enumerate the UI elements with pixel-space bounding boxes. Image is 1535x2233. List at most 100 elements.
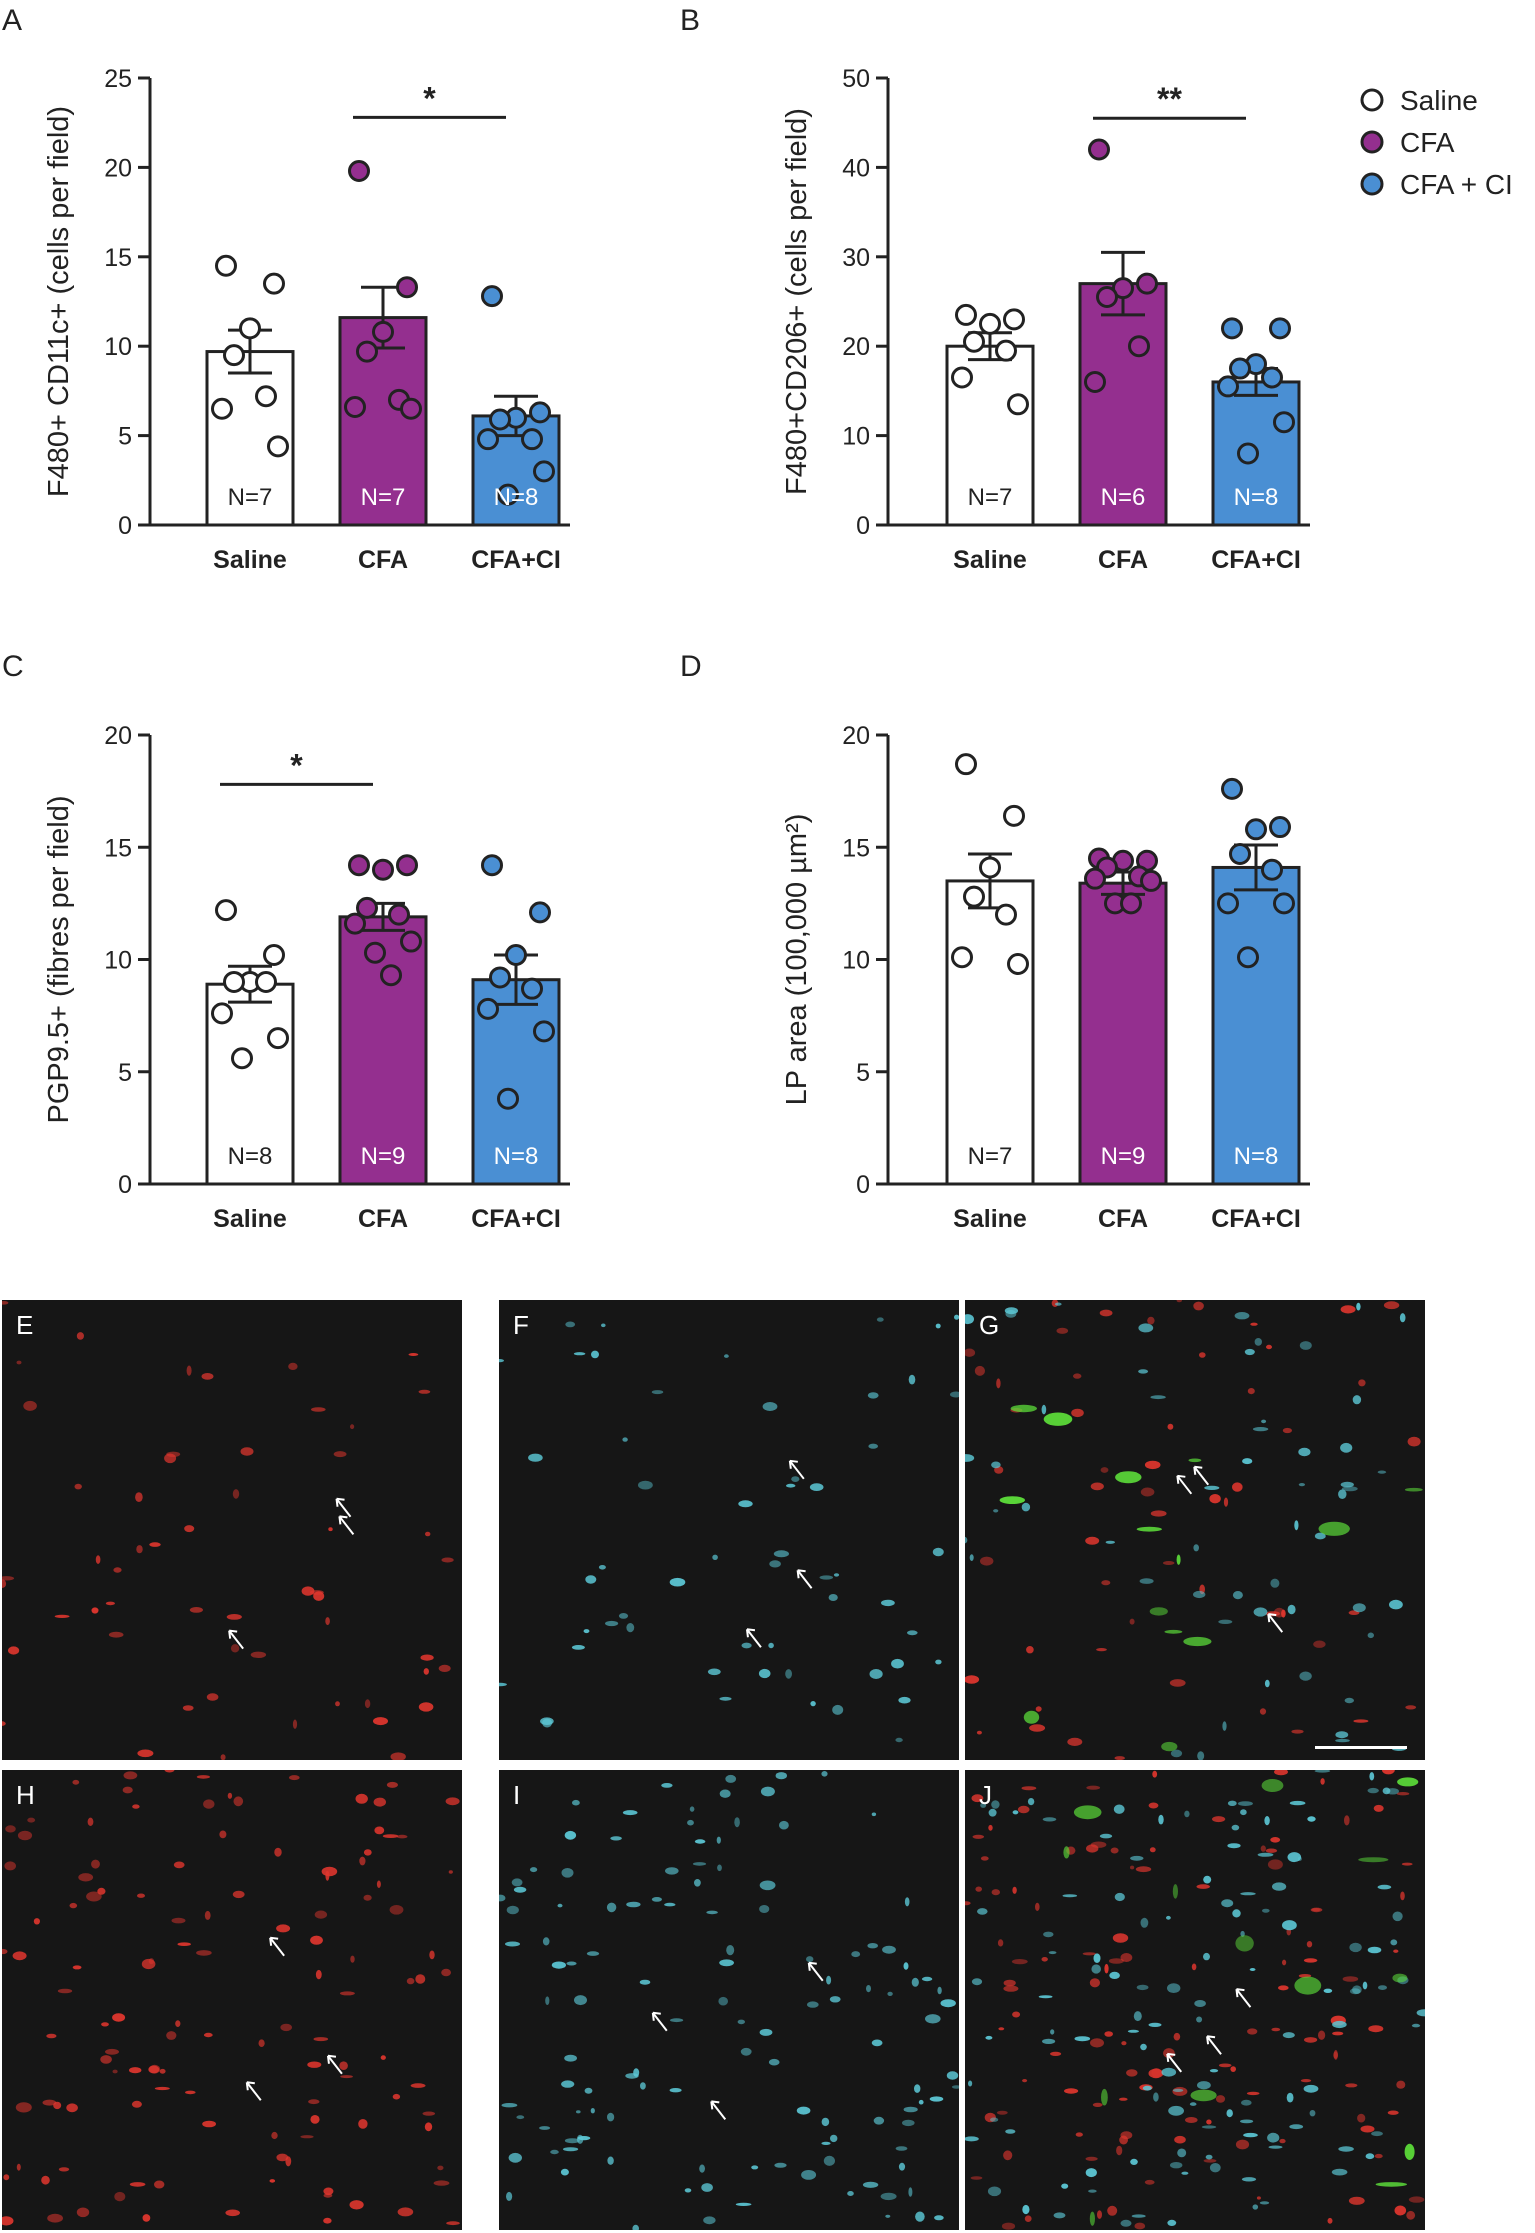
data-point bbox=[995, 339, 1017, 362]
stained-cell bbox=[1121, 2041, 1127, 2046]
stained-cell bbox=[1261, 1779, 1284, 1792]
stained-cell bbox=[833, 1573, 840, 1577]
stained-cell bbox=[1270, 1578, 1280, 1588]
bar-saline bbox=[945, 879, 1035, 1186]
stained-cell bbox=[932, 1547, 944, 1557]
stained-cell bbox=[1368, 2025, 1384, 2033]
n-label: N=7 bbox=[968, 1143, 1013, 1170]
stained-cell bbox=[1382, 1787, 1391, 1795]
stained-cell bbox=[965, 1454, 975, 1462]
stained-cell bbox=[1181, 2171, 1189, 2175]
stained-cell bbox=[1304, 2037, 1318, 2043]
stained-cell bbox=[17, 1830, 33, 1841]
stained-cell bbox=[91, 1859, 100, 1869]
stained-cell bbox=[632, 2224, 639, 2230]
stained-cell bbox=[651, 1897, 662, 1902]
n-label: N=9 bbox=[361, 1143, 406, 1170]
stained-cell bbox=[95, 1555, 101, 1564]
stained-cell bbox=[1240, 1930, 1245, 1937]
significance-stars: * bbox=[290, 747, 303, 783]
stained-cell bbox=[1394, 2205, 1407, 2216]
stained-cell bbox=[1176, 1300, 1182, 1303]
stained-cell bbox=[1352, 1603, 1366, 1613]
data-point bbox=[267, 435, 289, 458]
stained-cell bbox=[724, 1354, 729, 1358]
stained-cell bbox=[1172, 2088, 1184, 2092]
stained-cell bbox=[1150, 1510, 1167, 1517]
data-point bbox=[267, 1027, 289, 1050]
stained-cell bbox=[101, 2022, 109, 2027]
x-tick-label: CFA bbox=[358, 1205, 408, 1233]
stained-cell bbox=[914, 2084, 921, 2093]
stained-cell bbox=[1209, 2163, 1221, 2173]
data-point bbox=[505, 944, 527, 967]
stained-cell bbox=[1167, 2219, 1177, 2226]
data-point bbox=[211, 397, 233, 420]
stained-cell bbox=[1147, 1316, 1155, 1325]
stained-cell bbox=[626, 1623, 635, 1633]
stained-cell bbox=[1231, 1824, 1240, 1831]
stained-cell bbox=[740, 2047, 752, 2056]
stained-cell bbox=[186, 1365, 192, 1376]
stained-cell bbox=[78, 1873, 94, 1882]
stained-cell bbox=[149, 1542, 161, 1547]
data-point bbox=[1088, 138, 1110, 161]
stained-cell bbox=[585, 1575, 597, 1584]
stained-cell bbox=[1286, 2092, 1294, 2103]
stained-cell bbox=[390, 1752, 406, 1760]
data-point bbox=[995, 903, 1017, 926]
stained-cell bbox=[41, 2175, 50, 2185]
x-tick-label: CFA+CI bbox=[1211, 1205, 1301, 1233]
stained-cell bbox=[760, 1786, 775, 1797]
stained-cell bbox=[1392, 1911, 1403, 1922]
stained-cell bbox=[1162, 1561, 1175, 1565]
stained-cell bbox=[881, 1599, 895, 1607]
stained-cell bbox=[2, 1948, 8, 1955]
stained-cell bbox=[307, 2061, 322, 2068]
stained-cell bbox=[499, 1894, 506, 1902]
stained-cell bbox=[1099, 1309, 1113, 1317]
stained-cell bbox=[1136, 1984, 1149, 1991]
stained-cell bbox=[1193, 1544, 1199, 1552]
x-tick-label: CFA bbox=[1098, 1205, 1148, 1233]
chart-panel-b: B 0 10 20 30 40 50 F480+CD206+ (cells per field… bbox=[680, 4, 1310, 574]
stained-cell bbox=[1104, 1963, 1109, 1974]
stained-cell bbox=[173, 1861, 185, 1869]
stained-cell bbox=[1183, 1636, 1212, 1647]
micrograph-label: J bbox=[979, 1780, 992, 1810]
data-point bbox=[955, 303, 977, 326]
stained-cell bbox=[1349, 1942, 1362, 1953]
legend-label: CFA + CI bbox=[1400, 169, 1513, 200]
stained-cell bbox=[1294, 1976, 1322, 1995]
data-point bbox=[477, 428, 499, 451]
data-point bbox=[1084, 370, 1106, 393]
stained-cell bbox=[1215, 2095, 1226, 2103]
stained-cell bbox=[1172, 1884, 1178, 1899]
stained-cell bbox=[1185, 2117, 1198, 2123]
stained-cell bbox=[1075, 2132, 1083, 2137]
data-point bbox=[979, 856, 1001, 879]
stained-cell bbox=[1242, 1458, 1253, 1465]
stained-cell bbox=[689, 1806, 695, 1812]
stained-cell bbox=[929, 2096, 944, 2102]
y-tick-label: 5 bbox=[118, 423, 132, 451]
data-point bbox=[489, 408, 511, 431]
stained-cell bbox=[565, 1321, 576, 1328]
stained-cell bbox=[108, 1631, 124, 1638]
stained-cell bbox=[310, 1935, 323, 1945]
stained-cell bbox=[1056, 1327, 1069, 1334]
stained-cell bbox=[1274, 1770, 1288, 1776]
stained-cell bbox=[1092, 2102, 1103, 2107]
stained-cell bbox=[1240, 2119, 1254, 2124]
stained-cell bbox=[1265, 1848, 1278, 1853]
stained-cell bbox=[1050, 2029, 1055, 2035]
stained-cell bbox=[1114, 1756, 1125, 1760]
bar-cfa bbox=[1078, 881, 1168, 1186]
stained-cell bbox=[424, 2122, 433, 2132]
stained-cell bbox=[907, 1630, 918, 1636]
stained-cell bbox=[1120, 1953, 1133, 1962]
stained-cell bbox=[359, 1856, 366, 1866]
stained-cell bbox=[687, 1819, 694, 1826]
stained-cell bbox=[1332, 2031, 1344, 2036]
stained-cell bbox=[123, 1771, 138, 1780]
